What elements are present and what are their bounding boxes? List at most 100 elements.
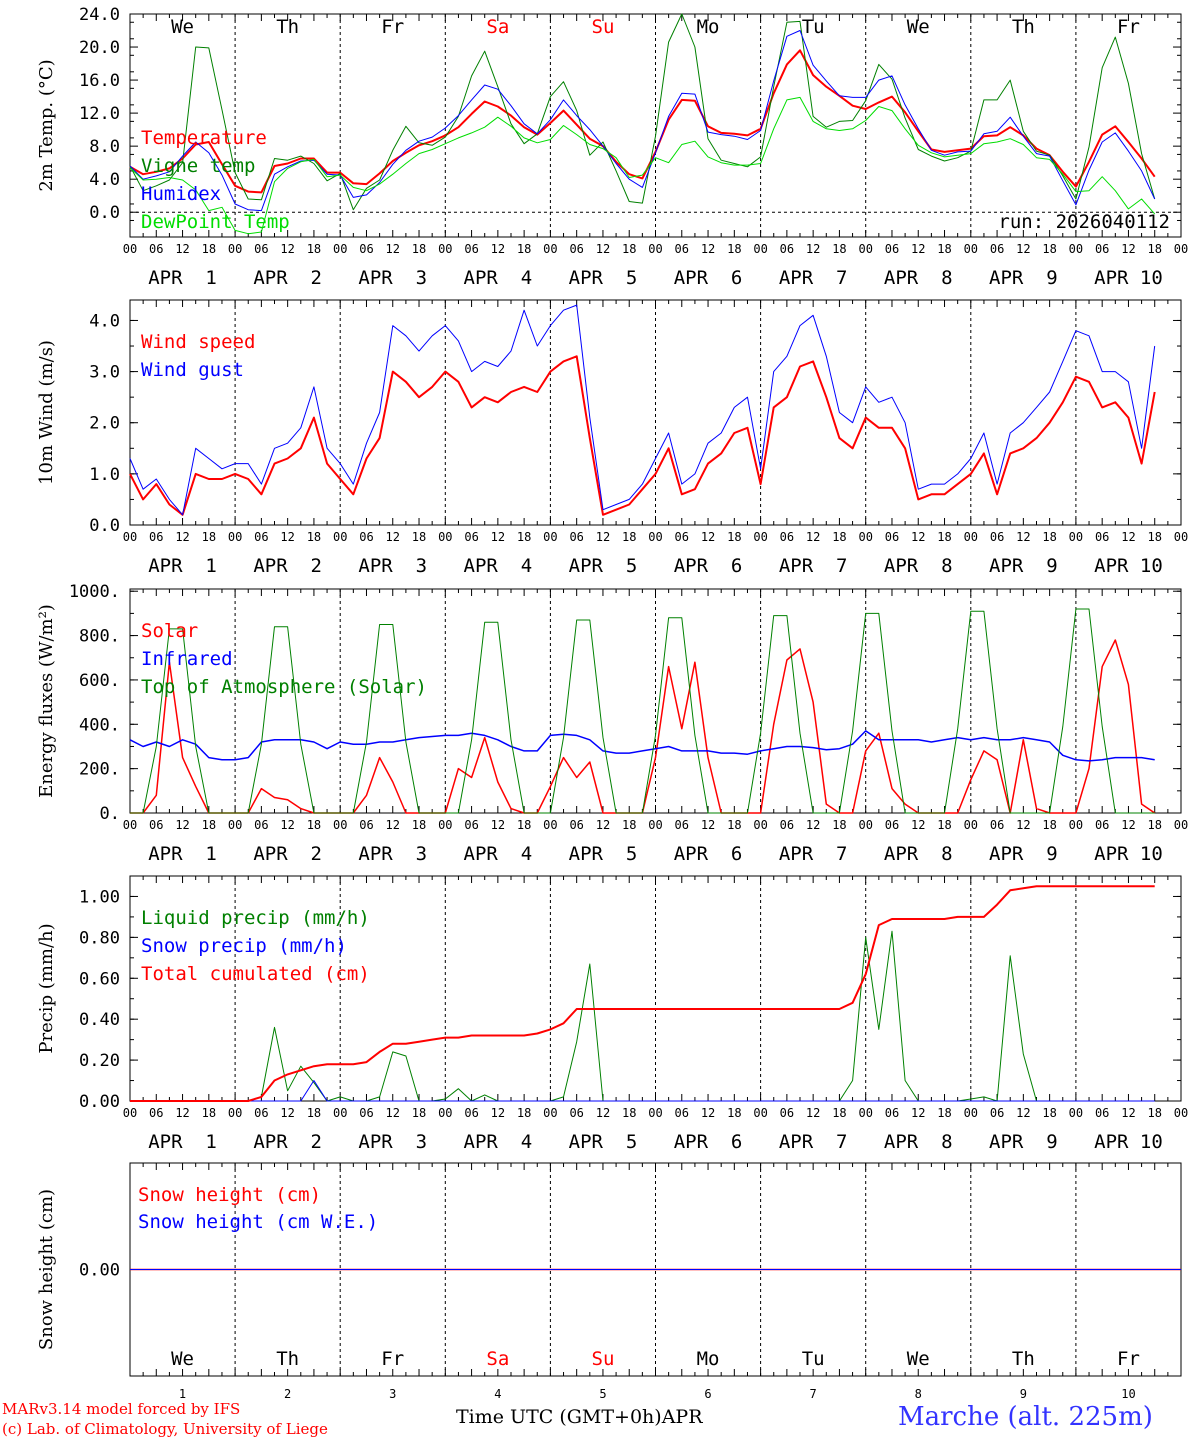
hour-tick-label: 18 [622,818,636,832]
hour-tick-label: 12 [1016,242,1030,256]
day-number-label: 9 [1020,1387,1027,1401]
y-tick-label: 20.0 [79,38,120,58]
hour-tick-label: 12 [491,1106,505,1120]
date-label: APR 9 [989,555,1058,577]
hour-tick-label: 06 [885,242,899,256]
hour-tick-label: 00 [333,1106,347,1120]
hour-tick-label: 00 [1069,242,1083,256]
y-tick-label: 4.0 [89,170,120,190]
hour-tick-label: 18 [517,530,531,544]
date-label: APR 6 [674,843,743,865]
hour-tick-label: 06 [780,1106,794,1120]
day-number-label: 2 [284,1387,291,1401]
hour-tick-label: 00 [648,818,662,832]
weekday-label: Mo [697,1348,720,1370]
legend-entry: Snow height (cm W.E.) [138,1211,378,1233]
date-label: APR 2 [253,1131,322,1153]
hour-tick-label: 18 [202,1106,216,1120]
hour-tick-label: 18 [307,242,321,256]
date-label: APR 3 [358,267,427,289]
date-label: APR 5 [569,555,638,577]
y-tick-label: 16.0 [79,71,120,91]
model-credit: MARv3.14 model forced by IFS [2,1400,241,1418]
hour-tick-label: 12 [491,242,505,256]
hour-tick-label: 06 [254,530,268,544]
hour-tick-label: 12 [911,530,925,544]
hour-tick-label: 06 [149,1106,163,1120]
hour-tick-label: 18 [937,530,951,544]
hour-tick-label: 18 [937,818,951,832]
y-tick-label: 3.0 [89,363,120,383]
y-tick-label: 4.0 [89,311,120,331]
hour-tick-label: 00 [438,818,452,832]
hour-tick-label: 12 [806,530,820,544]
hour-tick-label: 00 [858,818,872,832]
hour-tick-label: 00 [964,530,978,544]
hour-tick-label: 18 [517,242,531,256]
hour-tick-label: 00 [964,818,978,832]
series-humidex [129,30,1156,212]
hour-tick-label: 06 [464,530,478,544]
date-label: APR 4 [464,843,533,865]
date-label: APR 9 [989,1131,1058,1153]
date-label: APR 1 [148,1131,217,1153]
date-label: APR 5 [569,1131,638,1153]
hour-tick-label: 00 [333,818,347,832]
hour-tick-label: 18 [202,530,216,544]
date-label: APR 8 [884,555,953,577]
legend-entry: Snow precip (mm/h) [141,935,347,957]
hour-tick-label: 06 [149,818,163,832]
hour-tick-label: 06 [254,1106,268,1120]
hour-tick-label: 06 [1095,242,1109,256]
hour-tick-label: 06 [675,530,689,544]
y-tick-label: 0.60 [79,969,120,989]
series-dewpoint-temp [129,96,1156,235]
hour-tick-label: 18 [727,818,741,832]
hour-tick-label: 00 [648,1106,662,1120]
hour-tick-label: 06 [1095,1106,1109,1120]
legend-entry: Total cumulated (cm) [141,963,370,985]
panel-frame [129,299,1182,526]
hour-tick-label: 06 [464,242,478,256]
hour-tick-label: 00 [438,242,452,256]
hour-tick-label: 06 [464,1106,478,1120]
hour-tick-label: 00 [648,242,662,256]
y-tick-label: 0. [100,804,120,824]
series-top-of-atmosphere-solar- [130,608,1155,814]
hour-tick-label: 00 [438,1106,452,1120]
hour-tick-label: 06 [780,530,794,544]
y-tick-label: 0.0 [89,516,120,536]
hour-tick-label: 12 [701,530,715,544]
date-label: APR 8 [884,267,953,289]
hour-tick-label: 18 [937,1106,951,1120]
hour-tick-label: 12 [386,1106,400,1120]
y-tick-label: 600. [79,671,120,691]
date-label: APR 1 [148,555,217,577]
hour-tick-label: 06 [990,818,1004,832]
hour-tick-label: 00 [753,818,767,832]
hour-tick-label: 12 [806,242,820,256]
hour-tick-label: 18 [1042,242,1056,256]
hour-tick-label: 18 [622,530,636,544]
hour-tick-label: 18 [202,818,216,832]
weekday-label: We [171,16,194,38]
y-axis-title: Precip (mm/h) [36,923,57,1053]
hour-tick-label: 00 [648,530,662,544]
date-label: APR 6 [674,1131,743,1153]
panel-precip: 0.00 0.20 0.40 0.60 0.80 1.00 Precip (mm/h) Liq… [36,875,1188,1153]
hour-tick-label: 12 [911,818,925,832]
hour-tick-label: 06 [359,818,373,832]
hour-tick-label: 00 [228,242,242,256]
date-label: APR 2 [253,843,322,865]
hour-tick-label: 06 [569,1106,583,1120]
y-axis-title: Energy fluxes (W/m²) [36,604,57,798]
weekday-label: Fr [1117,16,1140,38]
date-label: APR 8 [884,1131,953,1153]
hour-tick-label: 06 [569,530,583,544]
hour-tick-label: 18 [832,1106,846,1120]
hour-tick-label: 00 [964,1106,978,1120]
hour-tick-label: 12 [596,530,610,544]
date-label: APR 4 [464,555,533,577]
hour-tick-label: 12 [280,242,294,256]
